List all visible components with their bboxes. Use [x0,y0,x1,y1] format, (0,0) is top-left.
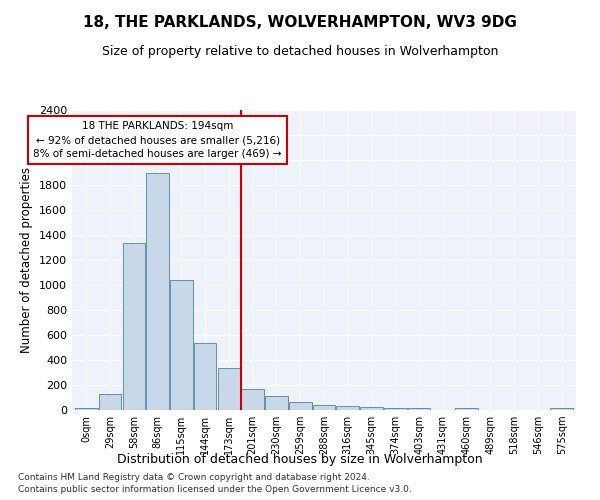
Bar [265,396,288,410]
Text: Distribution of detached houses by size in Wolverhampton: Distribution of detached houses by size … [117,452,483,466]
Bar [550,408,573,410]
Bar [384,408,407,410]
Bar [170,280,193,410]
Bar [337,406,359,410]
Text: 18, THE PARKLANDS, WOLVERHAMPTON, WV3 9DG: 18, THE PARKLANDS, WOLVERHAMPTON, WV3 9D… [83,15,517,30]
Bar [122,242,145,410]
Bar [289,402,311,410]
Bar [360,407,383,410]
Bar [241,390,264,410]
Bar [75,408,98,410]
Bar [218,368,240,410]
Text: Size of property relative to detached houses in Wolverhampton: Size of property relative to detached ho… [102,45,498,58]
Text: Contains HM Land Registry data © Crown copyright and database right 2024.: Contains HM Land Registry data © Crown c… [18,473,370,482]
Bar [146,172,169,410]
Bar [455,408,478,410]
Bar [408,408,430,410]
Y-axis label: Number of detached properties: Number of detached properties [20,167,34,353]
Bar [313,405,335,410]
Bar [194,342,217,410]
Bar [99,394,121,410]
Text: Contains public sector information licensed under the Open Government Licence v3: Contains public sector information licen… [18,486,412,494]
Text: 18 THE PARKLANDS: 194sqm
← 92% of detached houses are smaller (5,216)
8% of semi: 18 THE PARKLANDS: 194sqm ← 92% of detach… [34,121,282,159]
